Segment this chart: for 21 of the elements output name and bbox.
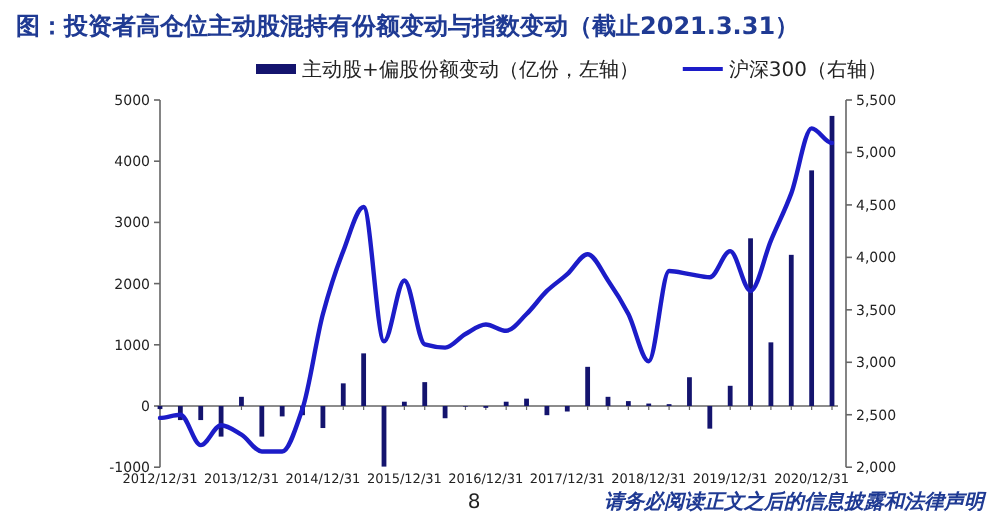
chart-title: 图：投资者高仓位主动股混持有份额变动与指数变动（截止2021.3.31） (16, 12, 800, 40)
bar (361, 353, 367, 406)
legend-label: 主动股+偏股份额变动（亿份，左轴） (302, 58, 639, 82)
bar (707, 406, 713, 429)
line-series (157, 126, 835, 454)
legend-label: 沪深300（右轴） (728, 58, 887, 82)
bar (585, 366, 591, 406)
bar (198, 406, 204, 421)
bar (524, 398, 529, 406)
bar (748, 238, 753, 406)
bar (259, 406, 265, 437)
bar (727, 385, 733, 406)
text: 8 (467, 492, 481, 514)
text: 请务必阅读正文之后的信息披露和法律声明 (604, 490, 988, 514)
bar (279, 406, 285, 417)
bar (687, 377, 692, 406)
bar (239, 396, 244, 406)
bar (340, 383, 346, 406)
bar (788, 254, 794, 406)
bar (422, 382, 428, 406)
bar (809, 170, 815, 406)
